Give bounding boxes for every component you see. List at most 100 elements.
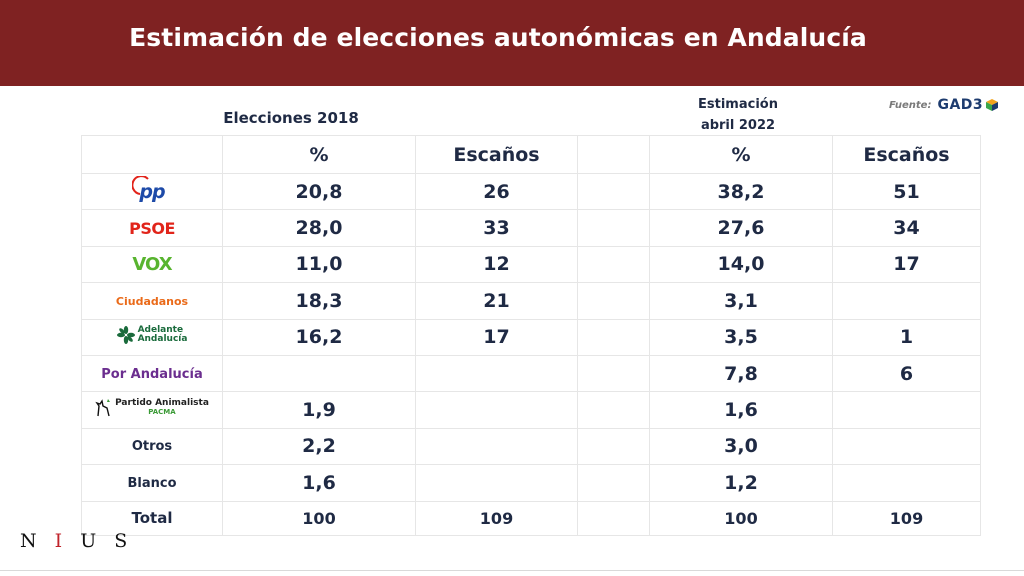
- pct-2022: 3,5: [649, 318, 833, 356]
- nius-logo: N I U S: [20, 530, 133, 552]
- seats-2018: [415, 427, 578, 466]
- spacer-cell: [577, 500, 650, 536]
- table-row: Partido Animalista PACMA 1,9 1,6: [81, 391, 981, 429]
- bottom-divider: [0, 570, 1024, 571]
- seats-2022: [832, 464, 981, 502]
- total-label: Total: [131, 509, 173, 528]
- seats-2018: [415, 464, 578, 502]
- col-pct-2022: %: [649, 135, 833, 174]
- total-seats-2022: 109: [832, 500, 981, 536]
- pct-2022: 14,0: [649, 245, 833, 284]
- pct-2018: 2,2: [222, 427, 416, 466]
- ciudadanos-logo: Ciudadanos: [115, 294, 189, 308]
- col-seats-2018: Escaños: [415, 135, 578, 174]
- total-pct-2022: 100: [649, 500, 833, 536]
- spacer-cell: [577, 464, 650, 502]
- party-cell-vox: VOX: [81, 245, 223, 284]
- party-cell-pacma: Partido Animalista PACMA: [81, 391, 223, 429]
- pct-2018: 11,0: [222, 245, 416, 284]
- pacma-logo-text: Partido Animalista PACMA: [115, 399, 209, 417]
- source-brand: GAD3: [937, 97, 984, 113]
- adelante-line1: Adelante: [137, 325, 184, 336]
- pct-2018: [222, 354, 416, 393]
- party-cell-adelante: Adelante Andalucía: [81, 318, 223, 356]
- pp-logo: pp: [132, 175, 166, 203]
- seats-2022: 51: [832, 172, 981, 211]
- spacer-cell: [577, 282, 650, 320]
- seats-2022: [832, 391, 981, 429]
- pct-2022: 38,2: [649, 172, 833, 211]
- source-credit: Fuente: GAD3: [889, 95, 999, 115]
- col-pct-2018: %: [222, 135, 416, 174]
- pp-logo-text: pp: [139, 180, 165, 203]
- party-cell-por-andalucia: Por Andalucía: [81, 354, 223, 393]
- pacma-line2: PACMA: [148, 408, 176, 417]
- pct-2022: 3,0: [649, 427, 833, 466]
- spacer-cell: [577, 135, 650, 174]
- party-cell-otros: Otros: [81, 427, 223, 466]
- nius-n: N: [20, 530, 43, 552]
- adelante-logo: Adelante Andalucía: [116, 326, 188, 345]
- seats-2022: [832, 427, 981, 466]
- party-cell-ciudadanos: Ciudadanos: [81, 282, 223, 320]
- table-row: Por Andalucía 7,8 6: [81, 354, 981, 393]
- seats-2018: 12: [415, 245, 578, 284]
- seats-2018: [415, 391, 578, 429]
- nius-i: I: [54, 530, 69, 552]
- otros-label: Otros: [131, 439, 173, 455]
- seats-2018: [415, 354, 578, 393]
- table-row: Adelante Andalucía 16,2 17 3,5 1: [81, 318, 981, 356]
- total-seats-2018: 109: [415, 500, 578, 536]
- group-header-2022-line2: abril 2022: [700, 118, 776, 133]
- seats-2022: 1: [832, 318, 981, 356]
- group-header-2022: Estimación abril 2022: [690, 94, 786, 136]
- pct-2018: 20,8: [222, 172, 416, 211]
- seats-2018: 26: [415, 172, 578, 211]
- pct-2022: 1,6: [649, 391, 833, 429]
- group-header-2018: Elecciones 2018: [223, 109, 359, 127]
- seats-2018: 33: [415, 209, 578, 247]
- spacer-cell: [577, 427, 650, 466]
- results-table: % Escaños % Escaños pp 20,8 26 38,2 51: [81, 135, 981, 536]
- party-header-cell: [81, 135, 223, 174]
- psoe-logo: PSOE: [129, 218, 175, 238]
- table-header-row: % Escaños % Escaños: [81, 135, 981, 174]
- party-cell-blanco: Blanco: [81, 464, 223, 502]
- table-row: Ciudadanos 18,3 21 3,1: [81, 282, 981, 320]
- pct-2018: 1,6: [222, 464, 416, 502]
- pct-2022: 1,2: [649, 464, 833, 502]
- pct-2022: 27,6: [649, 209, 833, 247]
- spacer-cell: [577, 245, 650, 284]
- spacer-cell: [577, 391, 650, 429]
- pct-2022: 7,8: [649, 354, 833, 393]
- pp-arc-icon: [132, 175, 150, 195]
- pacma-line1: Partido Animalista: [115, 398, 209, 409]
- blanco-label: Blanco: [127, 475, 177, 491]
- table-row: Otros 2,2 3,0: [81, 427, 981, 466]
- party-cell-psoe: PSOE: [81, 209, 223, 247]
- pct-2018: 28,0: [222, 209, 416, 247]
- pct-2018: 18,3: [222, 282, 416, 320]
- pct-2018: 1,9: [222, 391, 416, 429]
- spacer-cell: [577, 209, 650, 247]
- vox-logo: VOX: [132, 253, 172, 275]
- pacma-logo: Partido Animalista PACMA: [95, 398, 209, 418]
- seats-2022: 34: [832, 209, 981, 247]
- group-header-2022-line1: Estimación: [698, 97, 778, 112]
- nius-us: U S: [80, 530, 134, 552]
- table-row: PSOE 28,0 33 27,6 34: [81, 209, 981, 247]
- leaf-icon: [116, 326, 135, 345]
- seats-2022: [832, 282, 981, 320]
- spacer-cell: [577, 354, 650, 393]
- pacma-animal-icon: [95, 399, 111, 417]
- title-banner: Estimación de elecciones autonómicas en …: [0, 0, 1024, 86]
- gad3-cube-icon: [986, 99, 999, 111]
- adelante-line2: Andalucía: [137, 334, 188, 345]
- seats-2018: 21: [415, 282, 578, 320]
- table-row: Blanco 1,6 1,2: [81, 464, 981, 502]
- seats-2022: 17: [832, 245, 981, 284]
- adelante-logo-text: Adelante Andalucía: [138, 326, 188, 344]
- spacer-cell: [577, 172, 650, 211]
- party-cell-pp: pp: [81, 172, 223, 211]
- spacer-cell: [577, 318, 650, 356]
